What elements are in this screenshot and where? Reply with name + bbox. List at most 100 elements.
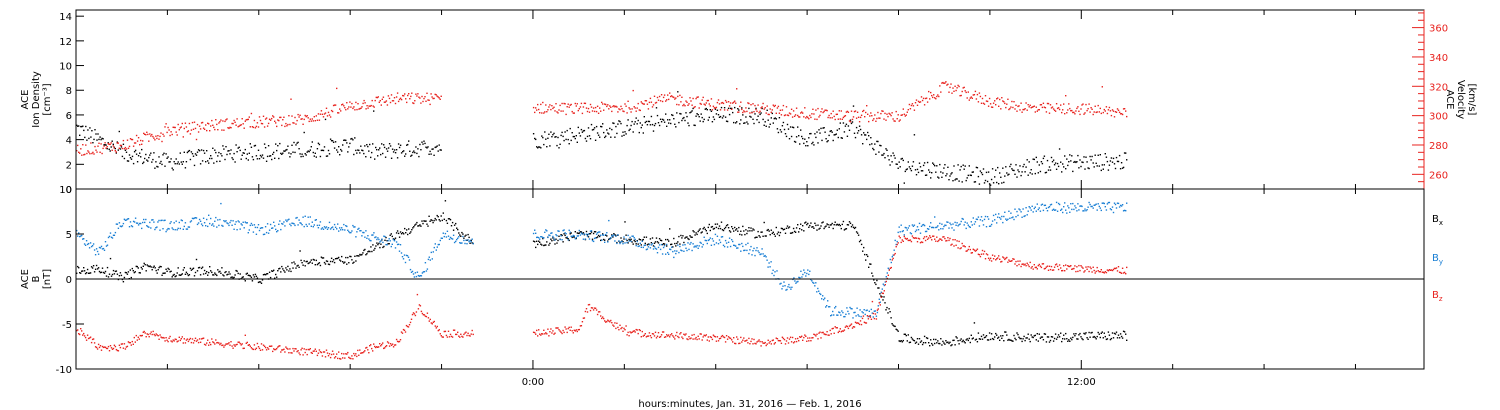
- data-point: [115, 223, 118, 225]
- data-point: [1095, 162, 1097, 164]
- data-point: [902, 159, 904, 162]
- data-point: [602, 234, 604, 236]
- data-point: [97, 267, 100, 269]
- data-point: [692, 107, 694, 110]
- data-point: [303, 348, 305, 350]
- data-point: [625, 133, 627, 135]
- data-point: [966, 338, 968, 340]
- data-point: [998, 183, 1000, 185]
- data-point: [77, 144, 79, 147]
- legend-Bx: Bx: [1432, 214, 1443, 227]
- data-point: [761, 107, 763, 110]
- data-point: [820, 293, 822, 296]
- data-point: [199, 163, 202, 165]
- data-point: [678, 251, 680, 254]
- data-point: [597, 311, 600, 313]
- data-point: [274, 120, 276, 122]
- data-point: [678, 235, 680, 238]
- data-point: [325, 349, 328, 351]
- data-point: [345, 256, 347, 259]
- data-point: [305, 260, 307, 263]
- data-point: [1116, 270, 1119, 272]
- data-point: [832, 110, 834, 112]
- data-point: [597, 134, 600, 136]
- data-point: [309, 118, 311, 120]
- data-point: [139, 272, 141, 274]
- data-point: [786, 114, 789, 116]
- data-point: [881, 292, 883, 294]
- data-point: [252, 231, 255, 233]
- data-point: [1020, 211, 1022, 213]
- data-point: [684, 119, 686, 122]
- data-point: [713, 335, 716, 337]
- data-point: [542, 237, 544, 240]
- data-point: [975, 338, 978, 340]
- data-point: [575, 237, 577, 240]
- data-point: [795, 340, 798, 343]
- data-point: [858, 315, 860, 317]
- data-point: [830, 333, 832, 335]
- data-point: [668, 98, 670, 101]
- data-point: [762, 235, 764, 237]
- data-point: [265, 117, 268, 119]
- data-point: [81, 154, 83, 156]
- data-point: [783, 338, 786, 341]
- data-point: [188, 149, 191, 152]
- data-point: [765, 256, 767, 258]
- data-point: [236, 151, 238, 153]
- data-point: [672, 96, 674, 98]
- data-point: [948, 91, 950, 93]
- data-point: [901, 157, 903, 160]
- data-point: [1121, 204, 1124, 206]
- data-point: [841, 137, 843, 139]
- data-point: [398, 236, 401, 238]
- data-point: [209, 341, 211, 344]
- data-point: [114, 147, 116, 150]
- data-point: [387, 342, 390, 344]
- data-point: [465, 234, 467, 236]
- data-point: [90, 142, 92, 144]
- data-point: [986, 180, 989, 183]
- data-point: [880, 291, 882, 293]
- data-point: [257, 346, 260, 348]
- data-point: [964, 246, 966, 248]
- data-point: [126, 273, 129, 275]
- data-point: [337, 112, 339, 114]
- data-point: [1019, 209, 1021, 211]
- data-point: [674, 242, 676, 245]
- data-point: [932, 162, 934, 164]
- data-point: [826, 109, 828, 112]
- data-point: [151, 161, 153, 163]
- data-point: [201, 337, 204, 340]
- data-point: [325, 226, 328, 228]
- data-point: [884, 157, 886, 159]
- data-point: [1103, 332, 1105, 334]
- data-point: [433, 219, 435, 222]
- data-point: [161, 274, 163, 276]
- data-point: [1031, 336, 1033, 338]
- data-point: [882, 154, 884, 156]
- data-point: [709, 237, 711, 239]
- data-point: [794, 338, 797, 340]
- data-point: [286, 269, 288, 271]
- data-point: [754, 254, 756, 257]
- data-point: [649, 124, 652, 126]
- data-point: [117, 227, 120, 229]
- data-point: [862, 312, 864, 314]
- data-point: [775, 118, 777, 120]
- data-point: [660, 94, 663, 96]
- data-point: [708, 116, 710, 119]
- data-point: [184, 273, 187, 275]
- data-point: [676, 112, 678, 114]
- data-point: [175, 158, 177, 160]
- data-point: [959, 169, 961, 171]
- data-point: [247, 118, 249, 121]
- data-point: [122, 143, 125, 145]
- data-point: [1048, 341, 1051, 343]
- data-point: [580, 231, 583, 233]
- data-point: [255, 233, 258, 235]
- data-point: [149, 333, 151, 335]
- data-point: [737, 338, 739, 340]
- data-point: [1089, 111, 1091, 113]
